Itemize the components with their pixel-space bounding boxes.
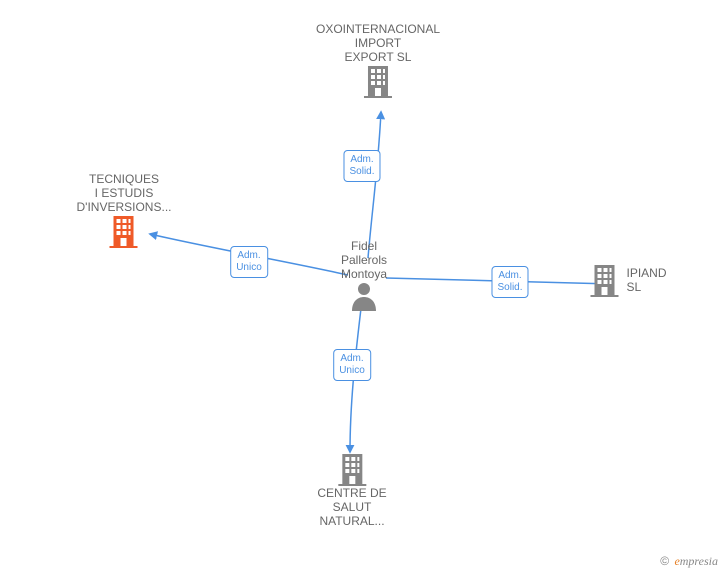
copyright-symbol: ©: [660, 554, 669, 568]
node-ipiand[interactable]: IPIAND SL: [589, 263, 682, 297]
node-label: OXOINTERNACIONALIMPORTEXPORT SL: [316, 22, 440, 64]
building-icon: [336, 452, 368, 486]
diagram-canvas: FidelPallerolsMontoya OXOINTERNACIONALIM…: [0, 0, 728, 575]
building-icon: [362, 64, 394, 98]
node-icon-wrap: [589, 263, 621, 297]
edge-label: Adm.Solid.: [491, 266, 528, 298]
node-oxo[interactable]: OXOINTERNACIONALIMPORTEXPORT SL: [316, 22, 440, 98]
edge-label: Adm.Solid.: [343, 150, 380, 182]
node-icon-wrap: [316, 64, 440, 98]
node-icon-wrap: [317, 452, 386, 486]
node-icon-wrap: [341, 281, 387, 311]
edge-path: [368, 112, 381, 258]
node-tecniques[interactable]: TECNIQUESI ESTUDISD'INVERSIONS...: [77, 172, 172, 248]
node-label: TECNIQUESI ESTUDISD'INVERSIONS...: [77, 172, 172, 214]
building-icon: [108, 214, 140, 248]
building-icon: [589, 263, 621, 297]
brand-rest: mpresia: [680, 554, 718, 568]
edge-label: Adm.Unico: [230, 246, 268, 278]
node-icon-wrap: [77, 214, 172, 248]
center-node[interactable]: FidelPallerolsMontoya: [341, 239, 387, 311]
person-icon: [350, 281, 378, 311]
node-label: CENTRE DESALUTNATURAL...: [317, 486, 386, 528]
edge-label: Adm.Unico: [333, 349, 371, 381]
node-centre[interactable]: CENTRE DESALUTNATURAL...: [317, 452, 386, 528]
footer-credit: © empresia: [660, 554, 718, 569]
node-label: FidelPallerolsMontoya: [341, 239, 387, 281]
node-label: IPIAND SL: [627, 266, 682, 294]
